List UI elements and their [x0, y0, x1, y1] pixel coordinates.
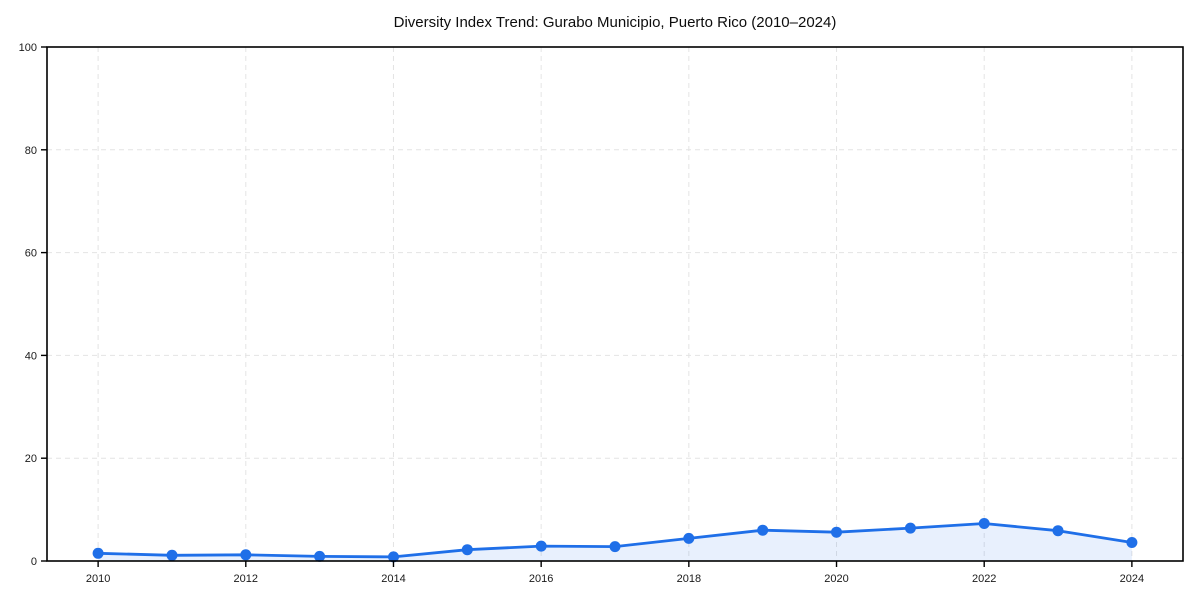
data-point-2024 [1126, 537, 1138, 548]
x-tick-label: 2018 [677, 573, 701, 585]
x-tick-label: 2012 [234, 573, 258, 585]
data-point-2016 [535, 540, 547, 552]
data-point-2012 [240, 549, 252, 561]
y-tick-label: 100 [19, 42, 37, 54]
gridlines-layer [47, 47, 1183, 561]
data-point-2014 [388, 551, 399, 563]
x-tick-label: 2022 [972, 573, 996, 585]
data-point-2018 [683, 532, 695, 544]
area-fill-layer [98, 523, 1132, 561]
data-point-2017 [609, 541, 621, 553]
plot-border [46, 46, 1184, 562]
data-point-2013 [314, 550, 326, 562]
data-points-layer [92, 518, 1138, 563]
data-point-2011 [166, 549, 178, 561]
data-point-2015 [461, 544, 473, 556]
area-path [98, 523, 1132, 561]
data-point-2019 [757, 524, 769, 536]
axes-layer [41, 46, 1184, 567]
y-tick-label: 80 [25, 145, 37, 157]
data-point-2020 [831, 526, 842, 538]
x-tick-label: 2020 [824, 573, 848, 585]
tick-labels-layer: 0 20 40 60 80 100 2010 2012 2014 2016 2018 2020 2022… [19, 42, 1144, 585]
x-tick-label: 2024 [1120, 573, 1144, 585]
data-point-2023 [1052, 525, 1064, 537]
x-tick-label: 2010 [86, 573, 110, 585]
data-point-2021 [904, 522, 916, 534]
data-point-2010 [92, 547, 104, 559]
y-tick-label: 0 [31, 556, 37, 568]
x-tick-label: 2014 [381, 573, 405, 585]
x-tick-label: 2016 [529, 573, 553, 585]
y-tick-label: 60 [25, 248, 37, 260]
chart-title: Diversity Index Trend: Gurabo Municipio,… [394, 14, 837, 31]
y-tick-label: 40 [25, 350, 37, 362]
y-tick-label: 20 [25, 453, 37, 465]
data-point-2022 [978, 518, 990, 529]
